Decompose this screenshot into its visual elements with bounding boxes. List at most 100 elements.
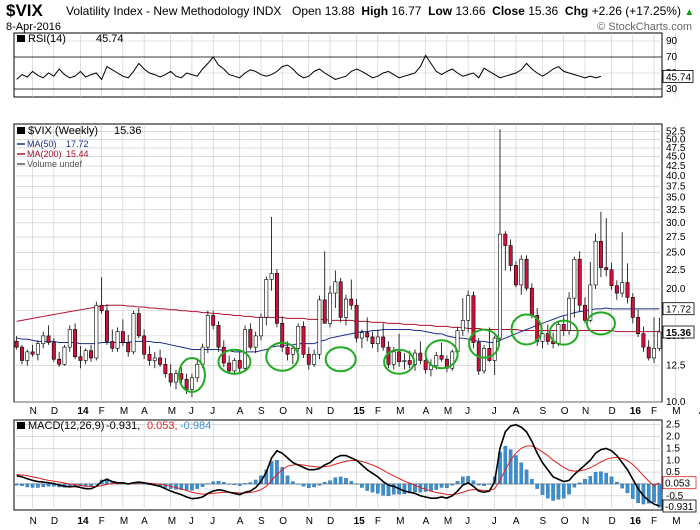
macd-histogram-bar — [243, 483, 247, 485]
macd-histogram-bar — [306, 483, 311, 488]
macd-tick-label: 2.5 — [666, 420, 680, 431]
candle-up — [556, 324, 561, 344]
rsi-value-label: 45.74 — [96, 33, 124, 45]
rsi-series-line — [16, 54, 602, 81]
macd-histogram-bar — [195, 483, 200, 489]
price-tick-label: 27.5 — [666, 232, 686, 243]
price-x-tick-label: O — [279, 406, 287, 417]
candle-up — [391, 351, 396, 365]
chart-symbol: $VIX — [6, 1, 43, 20]
macd-x-tick-label: J — [189, 516, 194, 527]
macd-histogram-bar — [264, 469, 269, 485]
macd-histogram-bar — [370, 483, 375, 493]
macd-histogram-bar — [174, 483, 178, 490]
macd-x-tick-label: F — [651, 516, 657, 527]
macd-histogram-bar — [471, 480, 476, 485]
candle-up — [567, 297, 571, 331]
candle-down — [529, 287, 534, 316]
price-tick-label: 35.0 — [666, 193, 686, 204]
candle-up — [482, 347, 487, 372]
macd-x-tick-label: M — [396, 516, 404, 527]
macd-x-tick-label: F — [99, 516, 105, 527]
candle-down — [136, 313, 141, 337]
macd-histogram-bar — [503, 445, 508, 485]
candle-down — [439, 355, 444, 360]
candle-up — [657, 331, 662, 349]
candle-down — [630, 297, 635, 318]
annotation-circle — [217, 348, 252, 375]
candle-up — [402, 360, 407, 363]
price-x-tick-label: A — [237, 406, 244, 417]
macd-histogram-bar — [466, 476, 470, 485]
macd-histogram-bar — [333, 477, 338, 485]
price-value-label: 15.36 — [114, 125, 142, 137]
candle-up — [498, 233, 502, 339]
candle-up — [83, 350, 88, 361]
candle-up — [572, 258, 577, 299]
price-x-tick-label: M — [396, 406, 404, 417]
macd-histogram-bar — [508, 449, 513, 485]
candle-up — [296, 326, 301, 349]
price-x-tick-label: S — [258, 406, 265, 417]
price-legend-swatch — [17, 127, 25, 134]
macd-x-tick-label: A — [699, 516, 700, 527]
candle-up — [259, 317, 263, 337]
price-tick-label: 30.0 — [666, 218, 686, 229]
macd-histogram-bar — [36, 483, 40, 488]
macd-histogram-bar — [312, 483, 316, 488]
macd-histogram-bar — [46, 483, 51, 487]
candle-down — [577, 258, 582, 306]
macd-tag-label: 0.053 — [665, 479, 690, 490]
candle-down — [126, 342, 131, 353]
candle-down — [110, 341, 115, 349]
candle-down — [625, 282, 630, 298]
close-label: Close — [492, 4, 525, 18]
macd-histogram-bar — [360, 483, 364, 488]
price-panel — [13, 123, 663, 403]
macd-histogram-bar — [269, 461, 274, 485]
price-x-tick-label: 16 — [630, 406, 642, 417]
candle-up — [25, 351, 30, 361]
candle-up — [519, 258, 524, 286]
price-x-tick-label: J — [492, 406, 497, 417]
price-x-tick-label: 15 — [354, 406, 366, 417]
macd-x-tick-label: A — [423, 516, 430, 527]
macd-histogram-bar — [620, 483, 624, 489]
macd-histogram-bar — [365, 483, 370, 491]
macd-histogram-bar — [94, 483, 99, 485]
candle-down — [99, 304, 104, 312]
candle-down — [158, 357, 163, 365]
candle-up — [189, 377, 194, 390]
price-tick-label: 45.0 — [666, 152, 686, 163]
macd-histogram-bar — [487, 483, 492, 485]
candle-down — [614, 285, 619, 294]
annotation-circle — [383, 348, 416, 375]
macd-histogram-bar — [211, 481, 215, 485]
price-x-tick-label: D — [609, 406, 616, 417]
candle-down — [508, 245, 513, 266]
candle-up — [67, 329, 72, 348]
macd-x-tick-label: M — [672, 516, 680, 527]
candle-up — [152, 357, 157, 361]
price-x-tick-label: J — [465, 406, 470, 417]
macd-histogram-bar — [232, 483, 237, 486]
macd-histogram-bar — [593, 471, 598, 485]
price-x-tick-label: M — [120, 406, 128, 417]
macd-x-tick-label: A — [237, 516, 244, 527]
price-x-tick-label: N — [306, 406, 313, 417]
macd-histogram-bar — [439, 483, 444, 488]
macd-histogram-bar — [291, 481, 295, 485]
candle-up — [593, 240, 598, 286]
macd-histogram-bar — [482, 483, 486, 486]
candle-up — [131, 313, 136, 353]
ohlc-summary: Open 13.88 High 16.77 Low 13.66 Close 15… — [292, 4, 694, 18]
price-x-tick-label: A — [699, 406, 700, 417]
candle-up — [62, 346, 67, 365]
macd-histogram-bar — [402, 483, 407, 495]
candle-up — [41, 335, 46, 344]
low-label: Low — [428, 4, 453, 18]
macd-histogram-bar — [376, 483, 380, 494]
candle-down — [545, 333, 550, 342]
candle-down — [641, 333, 646, 348]
candle-down — [397, 351, 402, 363]
